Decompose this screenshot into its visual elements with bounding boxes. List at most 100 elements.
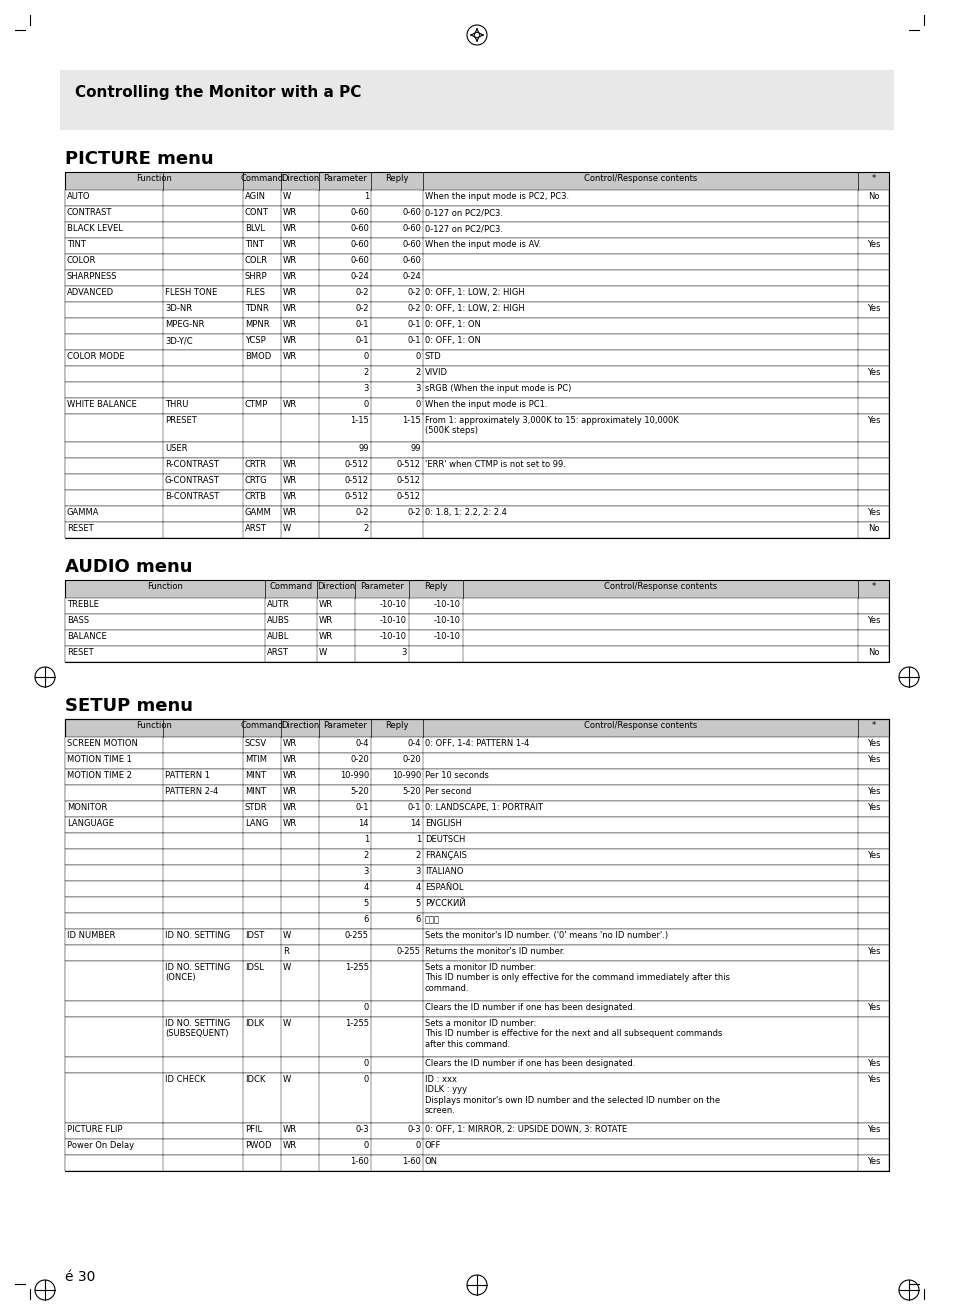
Text: Clears the ID number if one has been designated.: Clears the ID number if one has been des…	[424, 1059, 635, 1068]
Text: 0-24: 0-24	[350, 272, 369, 281]
Bar	[65, 769, 888, 784]
Bar	[65, 802, 888, 817]
Text: IDSL: IDSL	[245, 963, 264, 972]
Text: No: No	[867, 192, 879, 201]
Bar	[65, 490, 888, 506]
Text: 0-127 on PC2/PC3.: 0-127 on PC2/PC3.	[424, 208, 502, 217]
Bar	[65, 238, 888, 254]
Text: 3D-NR: 3D-NR	[165, 304, 192, 313]
Text: 5: 5	[363, 899, 369, 908]
Text: WR: WR	[283, 208, 296, 217]
Text: SHRP: SHRP	[245, 272, 268, 281]
Text: MINT: MINT	[245, 787, 266, 796]
Text: SCSV: SCSV	[245, 738, 267, 748]
Text: 0: OFF, 1-4: PATTERN 1-4: 0: OFF, 1-4: PATTERN 1-4	[424, 738, 529, 748]
Text: AUDIO menu: AUDIO menu	[65, 558, 193, 576]
Text: LANG: LANG	[245, 819, 268, 828]
Text: When the input mode is PC2, PC3.: When the input mode is PC2, PC3.	[424, 192, 569, 201]
Text: Clears the ID number if one has been designated.: Clears the ID number if one has been des…	[424, 1003, 635, 1012]
Bar	[65, 172, 888, 191]
Text: AUBL: AUBL	[267, 632, 289, 641]
Text: 4: 4	[363, 883, 369, 892]
Text: 0: 0	[416, 399, 420, 409]
Text: 0: 0	[416, 352, 420, 361]
Text: MINT: MINT	[245, 771, 266, 781]
Text: 0: OFF, 1: LOW, 2: HIGH: 0: OFF, 1: LOW, 2: HIGH	[424, 304, 524, 313]
Bar	[65, 784, 888, 802]
Text: 0: 0	[363, 1059, 369, 1068]
Text: WR: WR	[283, 460, 296, 469]
Text: 1-255: 1-255	[345, 1018, 369, 1028]
Text: 2: 2	[363, 368, 369, 377]
Bar	[65, 334, 888, 350]
Text: ID NO. SETTING: ID NO. SETTING	[165, 932, 230, 940]
Text: 0: OFF, 1: ON: 0: OFF, 1: ON	[424, 321, 480, 328]
Text: ID NO. SETTING
(SUBSEQUENT): ID NO. SETTING (SUBSEQUENT)	[165, 1018, 230, 1038]
Text: 14: 14	[410, 819, 420, 828]
Text: 'ERR' when CTMP is not set to 99.: 'ERR' when CTMP is not set to 99.	[424, 460, 565, 469]
Text: Power On Delay: Power On Delay	[67, 1141, 134, 1150]
Text: YCSP: YCSP	[245, 336, 266, 346]
Bar	[65, 629, 888, 646]
Text: sRGB (When the input mode is PC): sRGB (When the input mode is PC)	[424, 384, 571, 393]
Text: *: *	[870, 173, 875, 183]
Text: -10-10: -10-10	[434, 632, 460, 641]
Text: 5-20: 5-20	[350, 787, 369, 796]
Bar	[65, 474, 888, 490]
Bar	[65, 719, 888, 737]
Text: 0-60: 0-60	[350, 240, 369, 248]
Bar	[65, 382, 888, 398]
Bar	[65, 945, 888, 961]
Bar	[65, 646, 888, 662]
Text: 1-60: 1-60	[350, 1158, 369, 1166]
Text: ARST: ARST	[267, 648, 289, 657]
Bar	[65, 222, 888, 238]
Text: 0-3: 0-3	[355, 1125, 369, 1134]
Text: WR: WR	[283, 240, 296, 248]
Text: IDST: IDST	[245, 932, 264, 940]
Bar	[65, 1074, 888, 1123]
Bar	[65, 302, 888, 318]
Text: ESPAÑOL: ESPAÑOL	[424, 883, 463, 892]
Text: WR: WR	[283, 756, 296, 763]
Text: PFIL: PFIL	[245, 1125, 262, 1134]
Bar	[65, 579, 888, 662]
Text: ENGLISH: ENGLISH	[424, 819, 461, 828]
Text: *: *	[870, 582, 875, 591]
Text: SCREEN MOTION: SCREEN MOTION	[67, 738, 138, 748]
Bar	[65, 1123, 888, 1139]
Text: W: W	[283, 1018, 291, 1028]
Text: PICTURE menu: PICTURE menu	[65, 150, 213, 168]
Text: W: W	[283, 1075, 291, 1084]
Text: Sets a monitor ID number:
This ID number is effective for the next and all subse: Sets a monitor ID number: This ID number…	[424, 1018, 721, 1049]
Bar	[65, 833, 888, 849]
Text: -10-10: -10-10	[379, 616, 407, 625]
Text: RESET: RESET	[67, 648, 93, 657]
Text: 0-2: 0-2	[407, 304, 420, 313]
Text: 0-3: 0-3	[407, 1125, 420, 1134]
Text: Returns the monitor's ID number.: Returns the monitor's ID number.	[424, 947, 565, 957]
Text: 0-512: 0-512	[396, 491, 420, 501]
Text: MPEG-NR: MPEG-NR	[165, 321, 204, 328]
Text: 0: OFF, 1: ON: 0: OFF, 1: ON	[424, 336, 480, 346]
Text: 0-1: 0-1	[355, 336, 369, 346]
Text: 0: 1.8, 1: 2.2, 2: 2.4: 0: 1.8, 1: 2.2, 2: 2.4	[424, 509, 506, 516]
Bar	[65, 1155, 888, 1171]
Text: Parameter: Parameter	[359, 582, 403, 591]
Text: 5-20: 5-20	[402, 787, 420, 796]
Text: W: W	[283, 963, 291, 972]
Text: WR: WR	[283, 509, 296, 516]
Text: 3: 3	[363, 867, 369, 876]
Bar	[65, 598, 888, 614]
Text: PRESET: PRESET	[165, 417, 196, 424]
Text: 0-60: 0-60	[350, 256, 369, 265]
Text: ADVANCED: ADVANCED	[67, 288, 114, 297]
Text: THRU: THRU	[165, 399, 188, 409]
Text: Yes: Yes	[866, 1003, 880, 1012]
Text: 0-2: 0-2	[407, 288, 420, 297]
Text: AUTR: AUTR	[267, 600, 290, 608]
Text: 0-60: 0-60	[402, 256, 420, 265]
Bar	[65, 849, 888, 865]
Text: WR: WR	[318, 632, 333, 641]
Text: 0: 0	[363, 1075, 369, 1084]
